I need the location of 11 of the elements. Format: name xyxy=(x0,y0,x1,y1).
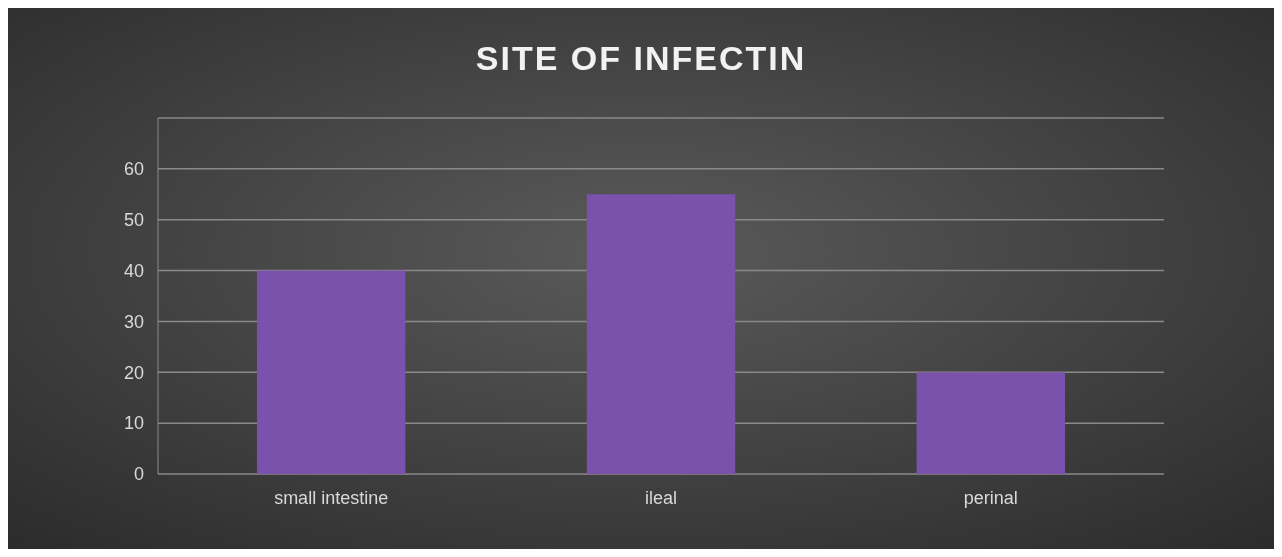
y-tick-label: 40 xyxy=(123,260,144,281)
y-tick-label: 20 xyxy=(123,362,144,383)
x-tick-label: perinal xyxy=(963,488,1018,508)
y-tick-label: 10 xyxy=(123,413,144,434)
y-tick-label: 30 xyxy=(123,311,144,332)
y-tick-label: 60 xyxy=(123,159,144,180)
x-tick-label: small intestine xyxy=(274,488,389,508)
y-tick-label: 50 xyxy=(123,210,144,231)
x-tick-label: ileal xyxy=(644,488,678,508)
y-tick-label: 0 xyxy=(133,464,144,485)
chart-title: SITE OF INFECTIN xyxy=(475,39,807,77)
